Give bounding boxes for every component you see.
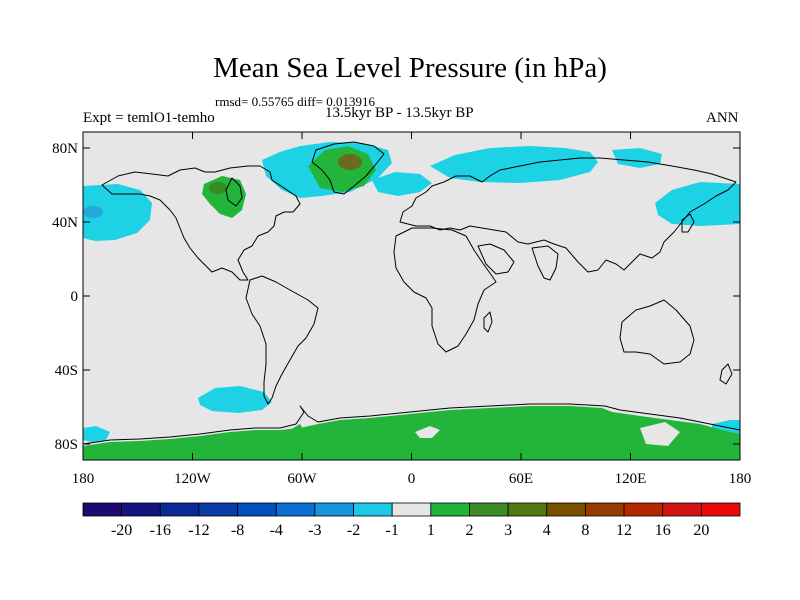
colorbar-label: -12	[188, 522, 209, 539]
lat-tick-label: 0	[71, 289, 79, 305]
latitude-axis: 80N 40N 0 40S 80S	[52, 141, 740, 453]
lon-tick-label: 60E	[509, 471, 533, 487]
olive-greenland-core	[338, 154, 362, 170]
colorbar-swatch	[121, 502, 161, 517]
cyan-central-siberia	[612, 148, 662, 168]
lat-tick-label: 80S	[55, 437, 78, 453]
period-label: 13.5kyr BP - 13.5kyr BP	[325, 105, 474, 121]
cyan-barents-siberia	[430, 146, 598, 183]
lon-tick-label: 120W	[174, 471, 212, 487]
blue-north-pacific-core	[83, 206, 103, 218]
map-panel: 80N 40N 0 40S 80S 180 120W 60W 0 60E 120E 180	[52, 131, 752, 487]
longitude-axis: 180 120W 60W 0 60E 120E 180	[72, 132, 752, 487]
colorbar-swatch	[546, 502, 586, 517]
colorbar-label: -4	[270, 522, 283, 539]
hudson-bay-coast	[225, 177, 243, 207]
colorbar-label: -20	[111, 522, 132, 539]
colorbar-swatch	[585, 502, 625, 517]
colorbar-swatch	[430, 502, 470, 517]
dark-green-hudson-core	[209, 182, 227, 194]
gray-antarctic-hole-2	[640, 422, 680, 446]
season-label: ANN	[706, 110, 739, 126]
colorbar-label: -3	[308, 522, 321, 539]
stats-label: rmsd= 0.55765 diff= 0.013916	[215, 94, 375, 109]
colorbar-swatch	[353, 502, 393, 517]
coastlines	[82, 141, 741, 445]
lat-tick-label: 40N	[52, 215, 78, 231]
colorbar-swatch	[700, 502, 741, 517]
colorbar-label: 3	[504, 522, 512, 539]
anomaly-shading	[83, 142, 740, 460]
lon-tick-label: 180	[729, 471, 752, 487]
madagascar-coast	[483, 311, 493, 333]
colorbar-swatch	[314, 502, 354, 517]
lon-tick-label: 0	[408, 471, 416, 487]
colorbar-label: -1	[386, 522, 399, 539]
colorbar-label: -2	[347, 522, 360, 539]
cyan-south-pacific	[198, 386, 272, 413]
colorbar-swatch	[469, 502, 509, 517]
cyan-antarctic-edge	[83, 426, 110, 442]
colorbar-label: 8	[581, 522, 589, 539]
experiment-label: Expt = temlO1-temho	[83, 110, 215, 126]
colorbar-swatch	[275, 502, 316, 517]
arabia-coast	[477, 243, 515, 275]
lat-tick-label: 80N	[52, 141, 78, 157]
colorbar-swatch	[391, 502, 432, 517]
colorbar-label: -16	[150, 522, 171, 539]
colorbar-label: 16	[655, 522, 671, 539]
australia-coast	[619, 299, 695, 365]
india-coast	[531, 245, 559, 281]
colorbar-label: 1	[427, 522, 435, 539]
cyan-northeast-pacific	[655, 182, 740, 226]
green-antarctica	[83, 406, 740, 460]
lon-tick-label: 180	[72, 471, 95, 487]
colorbar-label: -8	[231, 522, 244, 539]
colorbar-swatch	[82, 502, 123, 517]
new-zealand-coast	[719, 363, 733, 385]
cyan-norwegian-sea	[372, 172, 432, 196]
map-title: Mean Sea Level Pressure (in hPa)	[213, 52, 607, 84]
lat-tick-label: 40S	[55, 363, 78, 379]
colorbar-swatch	[198, 502, 238, 517]
colorbar-label: 20	[693, 522, 709, 539]
cyan-north-pacific	[83, 184, 152, 241]
colorbar-swatch	[662, 502, 702, 517]
colorbar-swatch	[159, 502, 200, 517]
green-antarctic-peninsula	[290, 424, 305, 438]
colorbar-label: 4	[543, 522, 551, 539]
colorbar-swatch	[237, 502, 277, 517]
lon-tick-label: 60W	[287, 471, 317, 487]
colorbar-swatch	[507, 502, 548, 517]
africa-coast	[393, 227, 497, 353]
greenland-coast	[311, 141, 385, 195]
colorbar-label: 12	[616, 522, 632, 539]
colorbar-swatch	[623, 502, 664, 517]
south-america-coast	[245, 275, 319, 405]
colorbar: -20 -16 -12 -8 -4 -3 -2 -1 1 2 3 4 8 12 16 20	[82, 502, 741, 539]
gray-antarctic-hole-1	[415, 426, 440, 438]
colorbar-label: 2	[465, 522, 473, 539]
antarctica-coast	[82, 403, 741, 445]
north-america-coast	[101, 165, 301, 281]
lon-tick-label: 120E	[615, 471, 647, 487]
japan-coast	[681, 213, 695, 233]
